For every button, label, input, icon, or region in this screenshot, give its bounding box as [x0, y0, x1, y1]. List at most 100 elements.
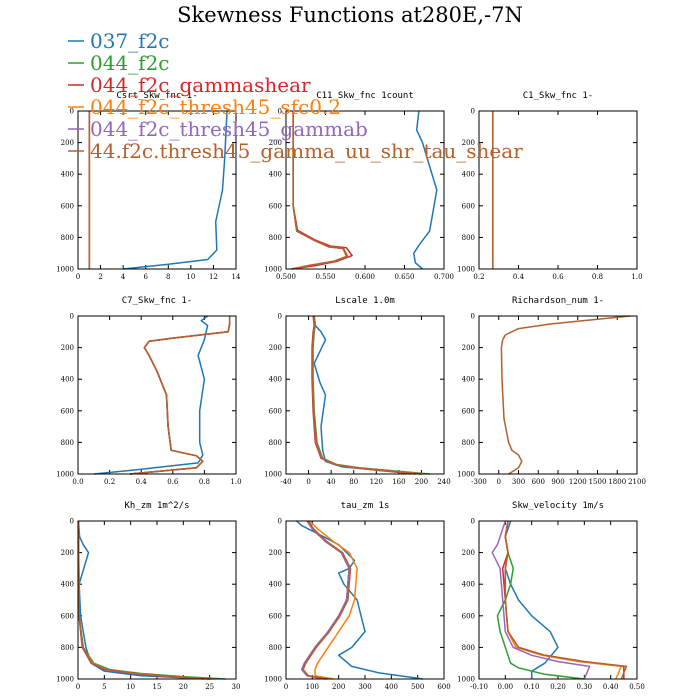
y-tick-label: 200: [61, 139, 74, 147]
y-tick-label: 0: [278, 313, 282, 321]
panel-title: Skw_velocity 1m/s: [512, 501, 604, 511]
x-tick-label: -40: [280, 478, 291, 486]
legend-entry: 037_f2c: [68, 29, 170, 53]
x-tick-label: 4: [121, 273, 126, 281]
legend-label: 037_f2c: [90, 29, 170, 53]
panel-3: C7_Skw_fnc 1- 0.0 0.2 0.4 0.6 0.8 1.0 0 200 400 60…: [56, 296, 241, 486]
x-tick-label: 10: [186, 273, 195, 281]
x-tick-label: 0.6: [167, 478, 179, 486]
y-tick-label: 400: [269, 581, 282, 589]
panel-6: Kh_zm 1m^2/s 0 5 10 15 20 25 30 0 200 400 600 800 100…: [56, 501, 240, 691]
x-tick-label: 0.30: [577, 683, 593, 691]
plot-frame: [285, 315, 445, 475]
y-tick-label: 600: [61, 407, 74, 415]
panel-0: Csrt_Skw_fnc 1- 0 2 4 6 8 10 12 14 0 200 400 600 800 1…: [56, 91, 241, 281]
y-tick-label: 200: [61, 549, 74, 557]
x-tick-label: 5: [102, 683, 106, 691]
legend-entry: 044_f2c: [68, 51, 170, 75]
x-tick-label: 160: [392, 478, 405, 486]
y-tick-label: 800: [269, 644, 282, 652]
legend-label: 044_f2c_thresh45_sfc0.2: [90, 95, 341, 119]
x-tick-label: 0.700: [434, 273, 454, 281]
series-line-5: [302, 520, 352, 680]
y-tick-label: 600: [269, 202, 282, 210]
x-tick-label: 8: [166, 273, 170, 281]
x-tick-label: 300: [358, 683, 371, 691]
y-tick-label: 0: [471, 313, 475, 321]
x-tick-label: 600: [532, 478, 545, 486]
x-tick-label: 0.8: [592, 273, 603, 281]
y-tick-label: 1000: [457, 471, 475, 479]
x-tick-label: 2: [98, 273, 102, 281]
x-tick-label: 400: [385, 683, 398, 691]
x-tick-label: 25: [205, 683, 214, 691]
y-tick-label: 200: [462, 549, 475, 557]
x-tick-label: 300: [512, 478, 525, 486]
plot-frame: [285, 110, 445, 270]
y-tick-label: 0: [70, 313, 74, 321]
y-tick-label: 800: [269, 234, 282, 242]
plot-frame: [77, 110, 237, 270]
y-tick-label: 0: [70, 518, 74, 526]
x-tick-label: 1500: [589, 478, 607, 486]
y-tick-label: 1000: [264, 471, 282, 479]
x-tick-label: 600: [437, 683, 450, 691]
x-tick-label: 0.10: [524, 683, 540, 691]
panel-title: Richardson_num 1-: [512, 296, 604, 306]
series-line-5: [291, 111, 348, 270]
legend-label: 044_f2c: [90, 51, 170, 75]
x-tick-label: 40: [327, 478, 336, 486]
y-tick-label: 200: [61, 344, 74, 352]
y-tick-label: 600: [462, 612, 475, 620]
x-tick-label: 0: [497, 478, 501, 486]
panel-4: Lscale 1.0m -40 0 40 80 120 160 200 240 0 200 400 60…: [264, 296, 451, 486]
x-tick-label: 20: [179, 683, 188, 691]
x-tick-label: 80: [349, 478, 358, 486]
x-tick-label: 1800: [608, 478, 626, 486]
x-tick-label: 240: [437, 478, 450, 486]
y-tick-label: 600: [269, 612, 282, 620]
x-tick-label: 30: [232, 683, 241, 691]
y-tick-label: 800: [462, 234, 475, 242]
y-tick-label: 800: [269, 439, 282, 447]
plot-frame: [478, 315, 638, 475]
x-tick-label: 0.2: [104, 478, 115, 486]
y-tick-label: 600: [462, 407, 475, 415]
y-tick-label: 0: [471, 518, 475, 526]
panel-7: tau_zm 1s 0 100 200 300 400 500 600 0 200 400 600 80…: [264, 501, 451, 691]
y-tick-label: 400: [61, 171, 74, 179]
panel-5: Richardson_num 1--300 0 300 600 900 1200 1500 1…: [457, 296, 646, 486]
legend-label: 044_f2c_thresh45_gammab: [90, 117, 368, 141]
legend-entry: 044_f2c_thresh45_gammab: [68, 117, 368, 141]
x-tick-label: 0.4: [513, 273, 525, 281]
series-line-0: [93, 315, 209, 475]
plot-frame: [478, 110, 638, 270]
x-tick-label: -0.10: [470, 683, 488, 691]
plot-frame: [478, 520, 638, 680]
y-tick-label: 400: [462, 581, 475, 589]
plot-frame: [77, 520, 237, 680]
x-tick-label: 0: [76, 273, 80, 281]
figure-title: Skewness Functions at280E,-7N: [177, 3, 523, 27]
x-tick-label: 200: [415, 478, 428, 486]
x-tick-label: 0: [76, 683, 80, 691]
y-tick-label: 200: [269, 344, 282, 352]
series-line-0: [296, 520, 424, 680]
y-tick-label: 800: [61, 234, 74, 242]
panel-title: tau_zm 1s: [341, 501, 390, 511]
x-tick-label: 0.40: [603, 683, 619, 691]
legend-label: 44.f2c.thresh45_gamma_uu_shr_tau_shear: [90, 139, 523, 163]
y-tick-label: 800: [61, 644, 74, 652]
y-tick-label: 1000: [457, 676, 475, 684]
x-tick-label: 500: [411, 683, 424, 691]
panel-8: Skw_velocity 1m/s -0.10 0.00 0.10 0.20 0.30 0.…: [457, 501, 645, 691]
series-line-4: [491, 520, 591, 680]
x-tick-label: 0.500: [276, 273, 296, 281]
y-tick-label: 800: [462, 439, 475, 447]
y-tick-label: 1000: [264, 266, 282, 274]
x-tick-label: 100: [306, 683, 319, 691]
y-tick-label: 400: [462, 376, 475, 384]
x-tick-label: 0.600: [355, 273, 375, 281]
y-tick-label: 0: [471, 108, 475, 116]
